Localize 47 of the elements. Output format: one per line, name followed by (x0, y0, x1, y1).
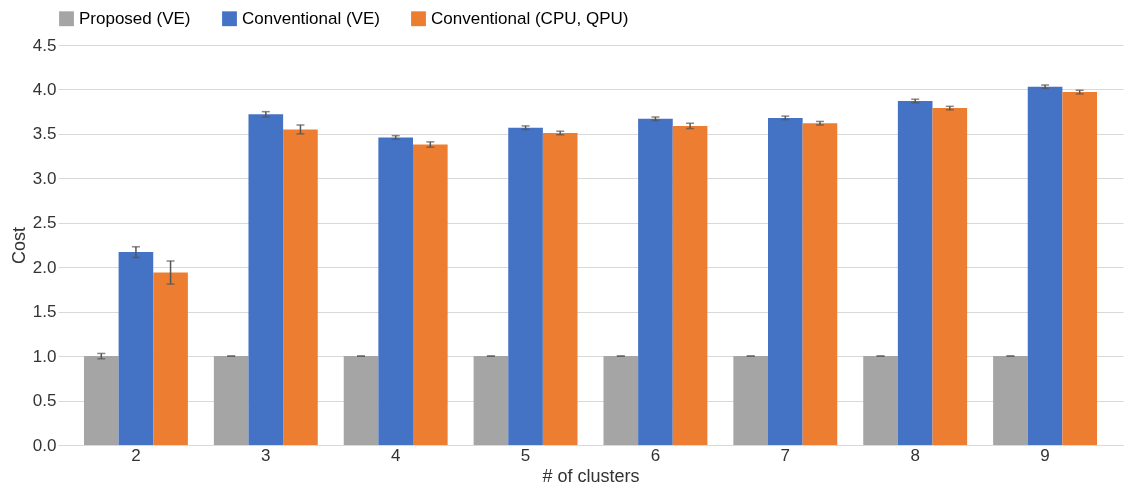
legend-label: Conventional (CPU, QPU) (431, 8, 629, 28)
bar (473, 356, 509, 445)
bar (733, 356, 768, 445)
y-tick-label: 1.5 (32, 302, 57, 322)
bar (413, 144, 448, 445)
bar (1062, 92, 1098, 445)
bar (248, 114, 284, 445)
y-tick-label: 4.5 (32, 35, 57, 55)
bar (672, 125, 708, 445)
y-tick-label: 2.5 (32, 213, 57, 233)
y-tick-label: 4.0 (32, 79, 57, 99)
x-tick-label: 8 (910, 445, 920, 465)
bar (768, 117, 803, 445)
legend-label: Proposed (VE) (79, 8, 191, 28)
bar (153, 272, 188, 445)
y-tick-label: 3.0 (32, 168, 57, 188)
bar (213, 356, 249, 445)
x-tick-label: 5 (520, 445, 531, 465)
bar (1027, 86, 1063, 445)
bar (378, 137, 413, 445)
y-tick-label: 3.5 (32, 124, 57, 144)
bar (603, 356, 639, 445)
x-tick-label: 6 (650, 445, 661, 465)
y-tick-label: 0.5 (32, 391, 57, 411)
bar (118, 252, 154, 445)
x-tick-label: 7 (780, 445, 791, 465)
x-tick-label: 2 (131, 445, 141, 465)
bar (283, 129, 318, 445)
x-tick-label: 4 (390, 445, 401, 465)
bar (83, 356, 119, 445)
bar (343, 356, 379, 445)
bar (542, 133, 578, 445)
bar (932, 108, 968, 445)
legend-label: Conventional (VE) (242, 8, 380, 28)
bar (508, 127, 543, 445)
y-tick-label: 2.0 (32, 257, 57, 277)
y-tick-label: 0.0 (32, 435, 57, 455)
x-tick-label: 9 (1040, 445, 1050, 465)
y-tick-label: 1.0 (32, 346, 57, 366)
bar (802, 123, 838, 445)
bar (897, 101, 933, 445)
x-axis-title: # of clusters (542, 465, 640, 486)
bar (993, 356, 1028, 445)
y-axis-title: Cost (8, 226, 29, 265)
x-tick-label: 3 (261, 445, 271, 465)
bar (863, 356, 898, 445)
bar (638, 118, 673, 445)
